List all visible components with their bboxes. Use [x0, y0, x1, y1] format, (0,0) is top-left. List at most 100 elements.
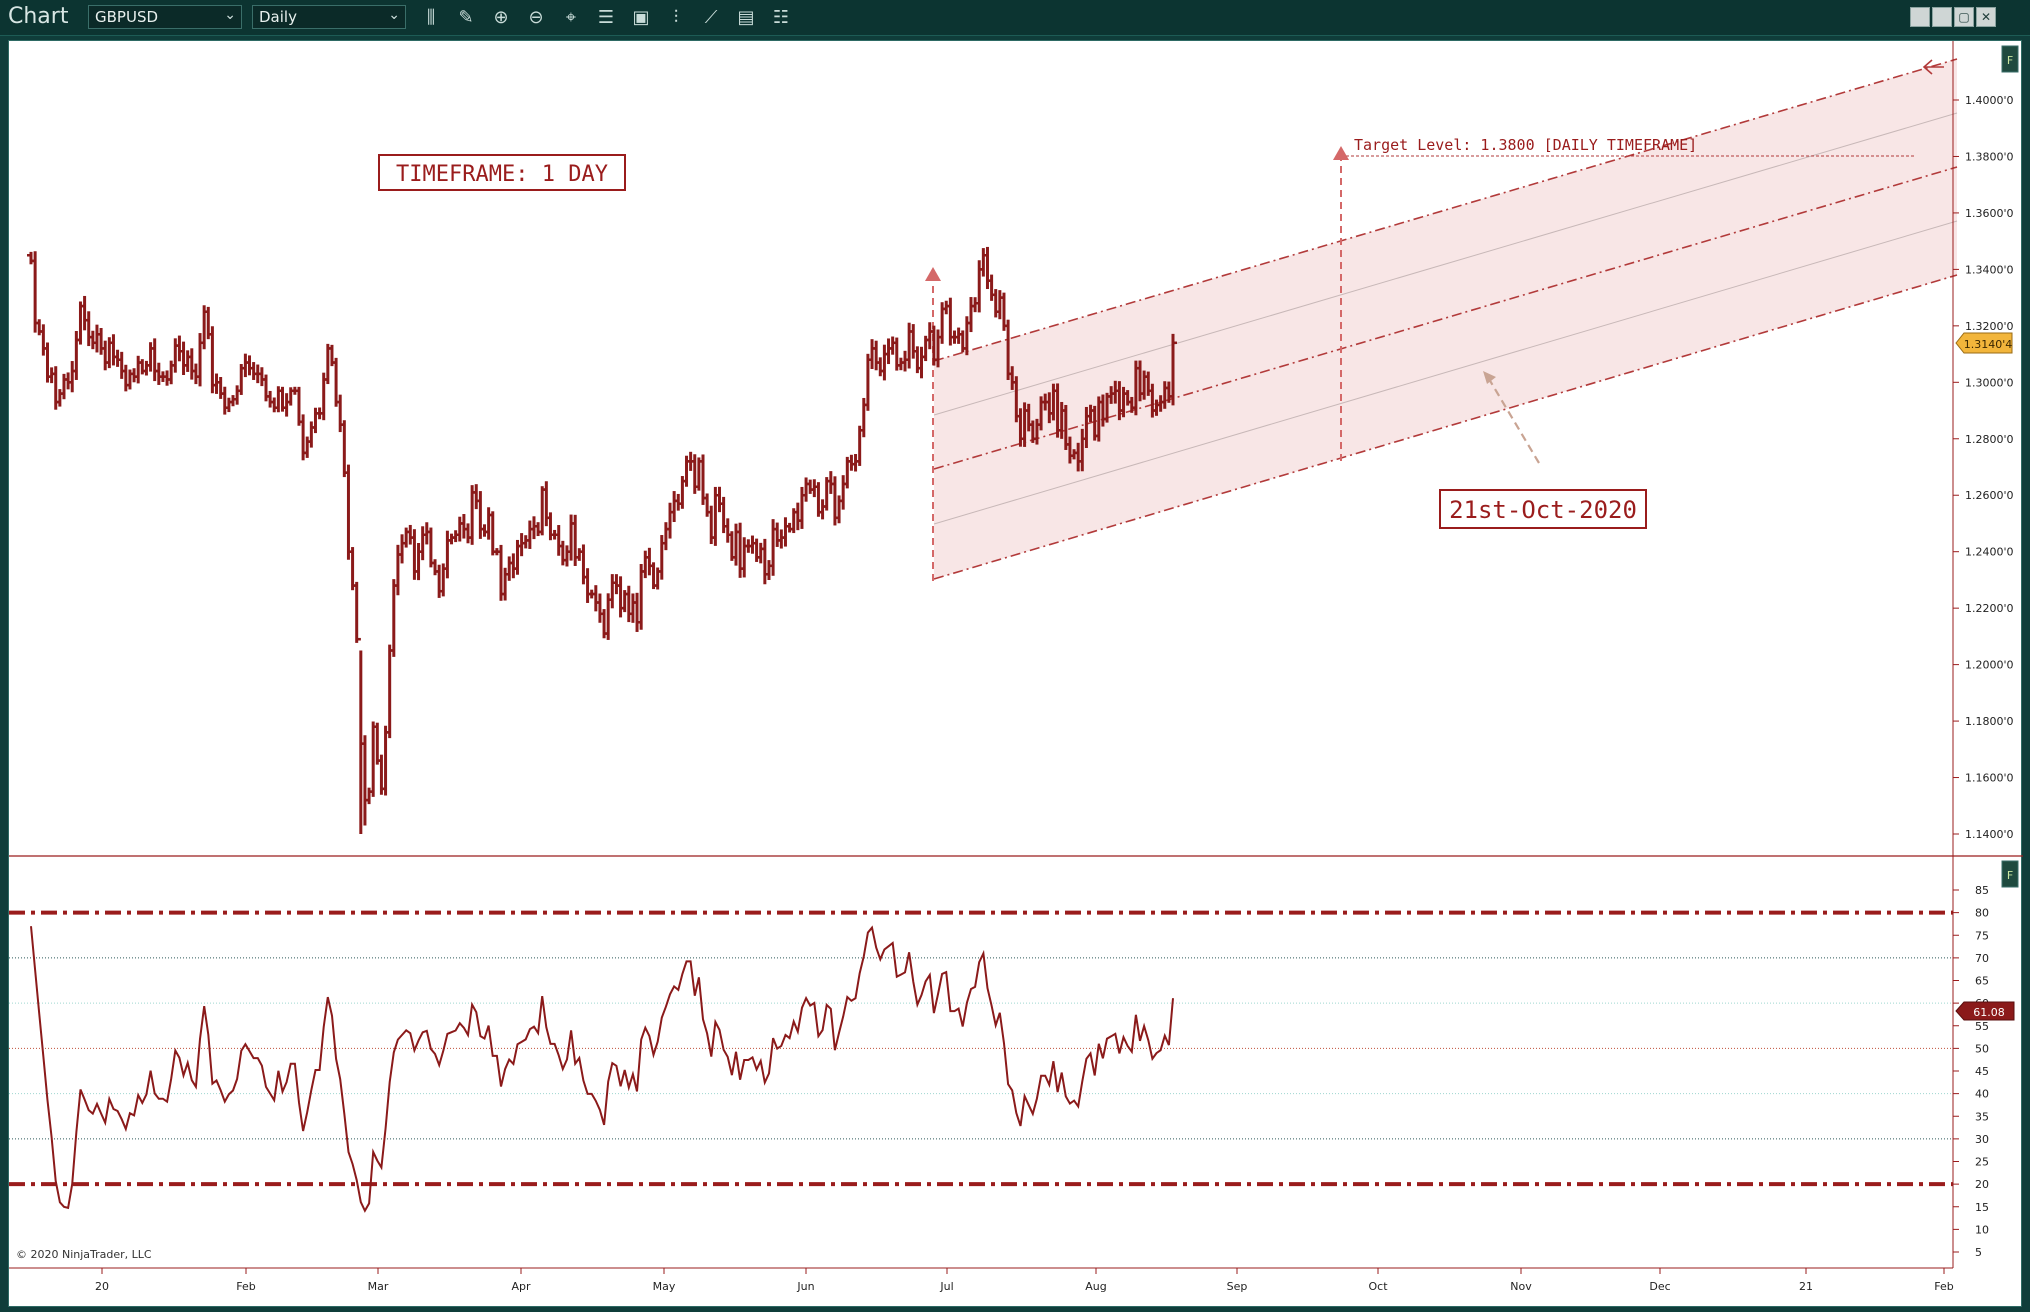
current-rsi-marker: 61.08 — [1955, 1001, 2015, 1021]
chevron-down-icon: ⌄ — [224, 7, 236, 23]
layout-icon[interactable]: ▣ — [632, 7, 650, 28]
rsi-panel-button[interactable] — [2001, 860, 2019, 888]
channel-lower-line[interactable] — [933, 274, 1958, 580]
arrow-up-icon — [925, 267, 941, 281]
indicators-icon[interactable]: ⫶ — [673, 7, 679, 28]
time-tick-label: May — [653, 1280, 676, 1293]
channel-mid-line[interactable] — [933, 166, 1958, 470]
time-tick-label: Apr — [511, 1280, 531, 1293]
price-tick-label: 1.2800'0 — [1965, 433, 2014, 446]
price-panel-button[interactable] — [2001, 45, 2019, 73]
channel-upper-line[interactable] — [933, 58, 1958, 362]
rsi-tick-label: 75 — [1975, 929, 1989, 942]
price-tick-label: 1.2600'0 — [1965, 489, 2014, 502]
ohlc-bar — [344, 464, 353, 560]
target-level-label: Target Level: 1.3800 [DAILY TIMEFRAME] — [1354, 136, 1697, 154]
timeframe-label: TIMEFRAME: 1 DAY — [396, 162, 608, 187]
rsi-tick-label: 50 — [1975, 1042, 1989, 1055]
crosshair-icon[interactable]: ⌖ — [565, 7, 577, 28]
target-arrow[interactable] — [1333, 146, 1349, 461]
rsi-tick-label: 20 — [1975, 1178, 1989, 1191]
strategies-icon[interactable]: ⟋ — [704, 7, 718, 28]
bars-type-icon[interactable]: ⫼ — [426, 7, 436, 28]
zoom-out-icon[interactable]: ⊖ — [528, 7, 544, 28]
rsi-tick-label: 40 — [1975, 1088, 1989, 1101]
time-tick-label: Mar — [368, 1280, 389, 1293]
price-tick-label: 1.2000'0 — [1965, 659, 2014, 672]
rsi-panel-button-label: F — [2007, 869, 2013, 882]
time-tick-label: Aug — [1085, 1280, 1106, 1293]
close-icon[interactable]: ✕ — [1976, 7, 1996, 27]
time-tick-label: 20 — [95, 1280, 109, 1293]
time-tick-label: Feb — [236, 1280, 255, 1293]
time-tick-label: Nov — [1510, 1280, 1532, 1293]
copyright-text: © 2020 NinjaTrader, LLC — [16, 1248, 152, 1261]
time-tick-label: Jun — [796, 1280, 814, 1293]
rsi-tick-label: 25 — [1975, 1156, 1989, 1169]
drawing-tool-icon[interactable]: ✎ — [458, 7, 474, 28]
price-scale[interactable]: 1.4000'0 1.3800'0 1.3600'0 1.3400'0 1.3200'0… — [1953, 94, 2014, 841]
window-title: Chart — [8, 4, 69, 29]
interval-selector[interactable]: Daily ⌄ — [252, 5, 406, 29]
instrument-value: GBPUSD — [95, 8, 159, 26]
channel-end-arrow-icon[interactable] — [1922, 59, 1944, 75]
rsi-scale[interactable]: 858075706560555045403530252015105 — [1953, 884, 1989, 1259]
rsi-tick-label: 65 — [1975, 975, 1989, 988]
maximize-icon[interactable]: ▢ — [1954, 7, 1974, 27]
regression-channel[interactable] — [933, 58, 1958, 580]
current-price-label: 1.3140'4 — [1964, 338, 2013, 351]
current-price-marker: 1.3140'4 — [1955, 332, 2013, 354]
time-tick-label: Jul — [939, 1280, 953, 1293]
time-tick-label: Oct — [1368, 1280, 1388, 1293]
ohlc-bar — [352, 581, 361, 643]
price-tick-label: 1.3800'0 — [1965, 150, 2014, 163]
price-tick-label: 1.3200'0 — [1965, 320, 2014, 333]
rsi-tick-label: 5 — [1975, 1246, 1982, 1259]
chart-area[interactable]: Target Level: 1.3800 [DAILY TIMEFRAME] T… — [8, 40, 2023, 1308]
rsi-levels — [9, 910, 1953, 1187]
rsi-tick-label: 30 — [1975, 1133, 1989, 1146]
arrow-up-icon — [1333, 146, 1349, 160]
current-rsi-label: 61.08 — [1973, 1006, 2005, 1019]
measure-arrow[interactable] — [925, 267, 941, 581]
timeframe-label-box[interactable] — [378, 154, 626, 191]
rsi-tick-label: 85 — [1975, 884, 1989, 897]
channel-quarter-line — [933, 112, 1958, 416]
chart-toolbar: Chart GBPUSD ⌄ Daily ⌄ ⫼ ✎ ⊕ ⊖ ⌖ ☰ ▣ ⫶ ⟋ ▤ ☷ ▢ ✕ — [0, 0, 2030, 36]
rsi-tick-label: 45 — [1975, 1065, 1989, 1078]
zoom-in-icon[interactable]: ⊕ — [493, 7, 509, 28]
rsi-tick-label: 80 — [1975, 907, 1989, 920]
channel-quarter-line — [933, 220, 1958, 525]
price-tick-label: 1.3600'0 — [1965, 207, 2014, 220]
rsi-tick-label: 15 — [1975, 1201, 1989, 1214]
date-pointer-arrow[interactable] — [1483, 371, 1540, 464]
rsi-tick-label: 70 — [1975, 952, 1989, 965]
time-tick-label: 21 — [1799, 1280, 1813, 1293]
ohlc-bar — [385, 644, 394, 739]
properties-icon[interactable]: ☰ — [597, 7, 615, 28]
price-chart-canvas[interactable]: Target Level: 1.3800 [DAILY TIMEFRAME] T… — [9, 41, 2023, 1308]
price-tick-label: 1.1600'0 — [1965, 772, 2014, 785]
minimize-box-icon[interactable] — [1910, 7, 1930, 27]
price-tick-label: 1.2400'0 — [1965, 546, 2014, 559]
price-tick-label: 1.3400'0 — [1965, 263, 2014, 276]
date-label: 21st-Oct-2020 — [1449, 496, 1637, 524]
data-box-icon[interactable]: ☷ — [772, 7, 790, 28]
time-tick-label: Dec — [1649, 1280, 1670, 1293]
templates-icon[interactable]: ▤ — [737, 7, 755, 28]
price-bars[interactable] — [27, 246, 1177, 834]
interval-value: Daily — [259, 8, 297, 26]
restore-box-icon[interactable] — [1932, 7, 1952, 27]
time-tick-label: Sep — [1227, 1280, 1248, 1293]
date-label-box[interactable] — [1439, 489, 1647, 529]
rsi-line[interactable] — [30, 925, 1174, 1213]
time-tick-label: Feb — [1934, 1280, 1953, 1293]
time-scale[interactable]: 20 Feb Mar Apr May Jun Jul Aug Sep Oct Nov Dec 21 Feb — [95, 1268, 1954, 1293]
price-panel-button-label: F — [2007, 54, 2013, 67]
instrument-selector[interactable]: GBPUSD ⌄ — [88, 5, 242, 29]
ohlc-bar — [1169, 333, 1177, 406]
price-tick-label: 1.3000'0 — [1965, 376, 2014, 389]
chevron-down-icon: ⌄ — [388, 7, 400, 23]
rsi-tick-label: 10 — [1975, 1223, 1989, 1236]
